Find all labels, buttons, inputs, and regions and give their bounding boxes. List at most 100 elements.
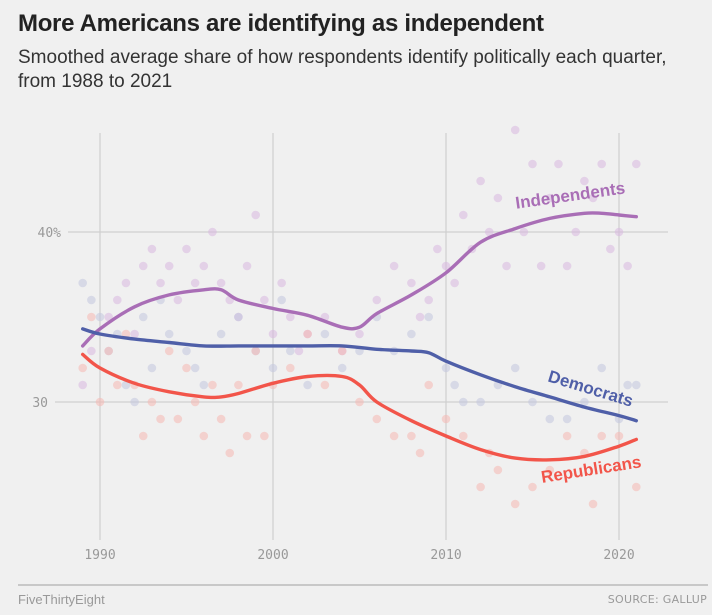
independents-dot (433, 244, 442, 254)
democrats-dot (95, 312, 105, 322)
democrats-dot (190, 363, 200, 373)
democrats-dot (597, 363, 606, 373)
republicans-dot (216, 414, 226, 424)
republicans-dot (199, 431, 209, 441)
democrats-dot (580, 397, 589, 407)
republicans-dot (190, 397, 200, 407)
independents-dot (502, 261, 511, 271)
independents-dot (216, 278, 226, 288)
brand-logo: FiveThirtyEight (18, 592, 105, 607)
independents-dot (545, 193, 555, 203)
democrats-dot (130, 397, 139, 407)
republicans-dot (173, 414, 183, 424)
republicans-dot (251, 346, 260, 356)
x-tick-label: 1990 (84, 548, 115, 563)
independents-dot (415, 312, 425, 322)
independents-dot (78, 380, 87, 390)
independents-label: Independents (514, 178, 626, 212)
independents-dot (407, 278, 416, 288)
x-tick-label: 2020 (603, 548, 634, 563)
republicans-dot (234, 380, 243, 390)
democrats-dot (320, 329, 330, 339)
democrats-dot (528, 397, 537, 407)
x-tick-label: 2010 (430, 548, 461, 563)
independents-dot (554, 159, 563, 169)
republicans-dot (355, 397, 364, 407)
democrats-dot (234, 312, 243, 322)
republicans-dot (545, 465, 555, 475)
republicans-dot (87, 312, 96, 322)
independents-dot (121, 278, 131, 288)
independents-dot (597, 159, 606, 169)
independents-dot (450, 278, 459, 288)
independents-dot (528, 159, 537, 169)
source-note: SOURCE: GALLUP (607, 593, 707, 606)
democrats-dot (510, 363, 520, 373)
independents-dot (632, 159, 641, 169)
democrats-dot (303, 380, 312, 390)
footer-divider (18, 584, 708, 586)
republicans-dot (389, 431, 399, 441)
independents-dot (138, 261, 148, 271)
independents-dot (164, 261, 174, 271)
republicans-dot (260, 431, 269, 441)
independents-dot (268, 329, 278, 339)
independents-dot (562, 261, 572, 271)
republicans-dot (104, 346, 113, 356)
republicans-dot (372, 414, 382, 424)
independents-dot (493, 193, 503, 203)
republicans-label: Republicans (540, 452, 643, 487)
democrats-dot (286, 346, 295, 356)
democrats-dot (182, 346, 191, 356)
chart-title: More Americans are identifying as indepe… (18, 10, 544, 37)
republicans-dot (459, 431, 468, 441)
independents-dot (156, 278, 165, 288)
independents-dot (355, 329, 364, 339)
democrats-dot (199, 380, 209, 390)
republicans-dot (138, 431, 148, 441)
republicans-dot (225, 448, 235, 458)
republicans-dot (337, 346, 347, 356)
independents-dot (199, 261, 209, 271)
republicans-dot (303, 329, 312, 339)
republicans-dot (286, 363, 295, 373)
republicans-dot (614, 431, 624, 441)
republicans-line (81, 352, 638, 462)
independents-dot (294, 346, 304, 356)
independents-dot (113, 295, 122, 305)
y-tick-label: 30 (32, 396, 48, 411)
independents-dot (519, 227, 529, 237)
independents-dot (147, 244, 157, 254)
republicans-dot (476, 482, 485, 492)
republicans-dot (528, 482, 537, 492)
republicans-dot (493, 465, 503, 475)
independents-dot (606, 244, 615, 254)
republicans-dot (632, 482, 641, 492)
independents-dot (87, 346, 96, 356)
independents-dot (260, 295, 269, 305)
republicans-dot (320, 380, 330, 390)
democrats-dot (147, 363, 157, 373)
democrats-dot (407, 329, 416, 339)
democrats-dot (476, 397, 485, 407)
democrats-dot (121, 380, 131, 390)
republicans-dot (78, 363, 87, 373)
independents-dot (571, 227, 581, 237)
line-chart: Independents Democrats Republicans 1990 200… (32, 125, 668, 563)
independents-dot (286, 312, 295, 322)
independents-line (81, 211, 638, 348)
independents-dot (208, 227, 217, 237)
democrats-line (81, 327, 638, 423)
independents-dot (459, 210, 468, 220)
series-lines (81, 211, 638, 462)
independents-dot (510, 125, 520, 135)
democrats-dot (424, 312, 434, 322)
axis-ticks: 1990 2000 2010 2020 30 40% (32, 226, 634, 563)
democrats-dot (277, 295, 286, 305)
republicans-dot (147, 397, 157, 407)
independents-dot (182, 244, 191, 254)
republicans-dot (407, 431, 416, 441)
democrats-dot (87, 295, 96, 305)
series-labels: Independents Democrats Republicans (514, 178, 642, 486)
independents-dot (441, 261, 451, 271)
